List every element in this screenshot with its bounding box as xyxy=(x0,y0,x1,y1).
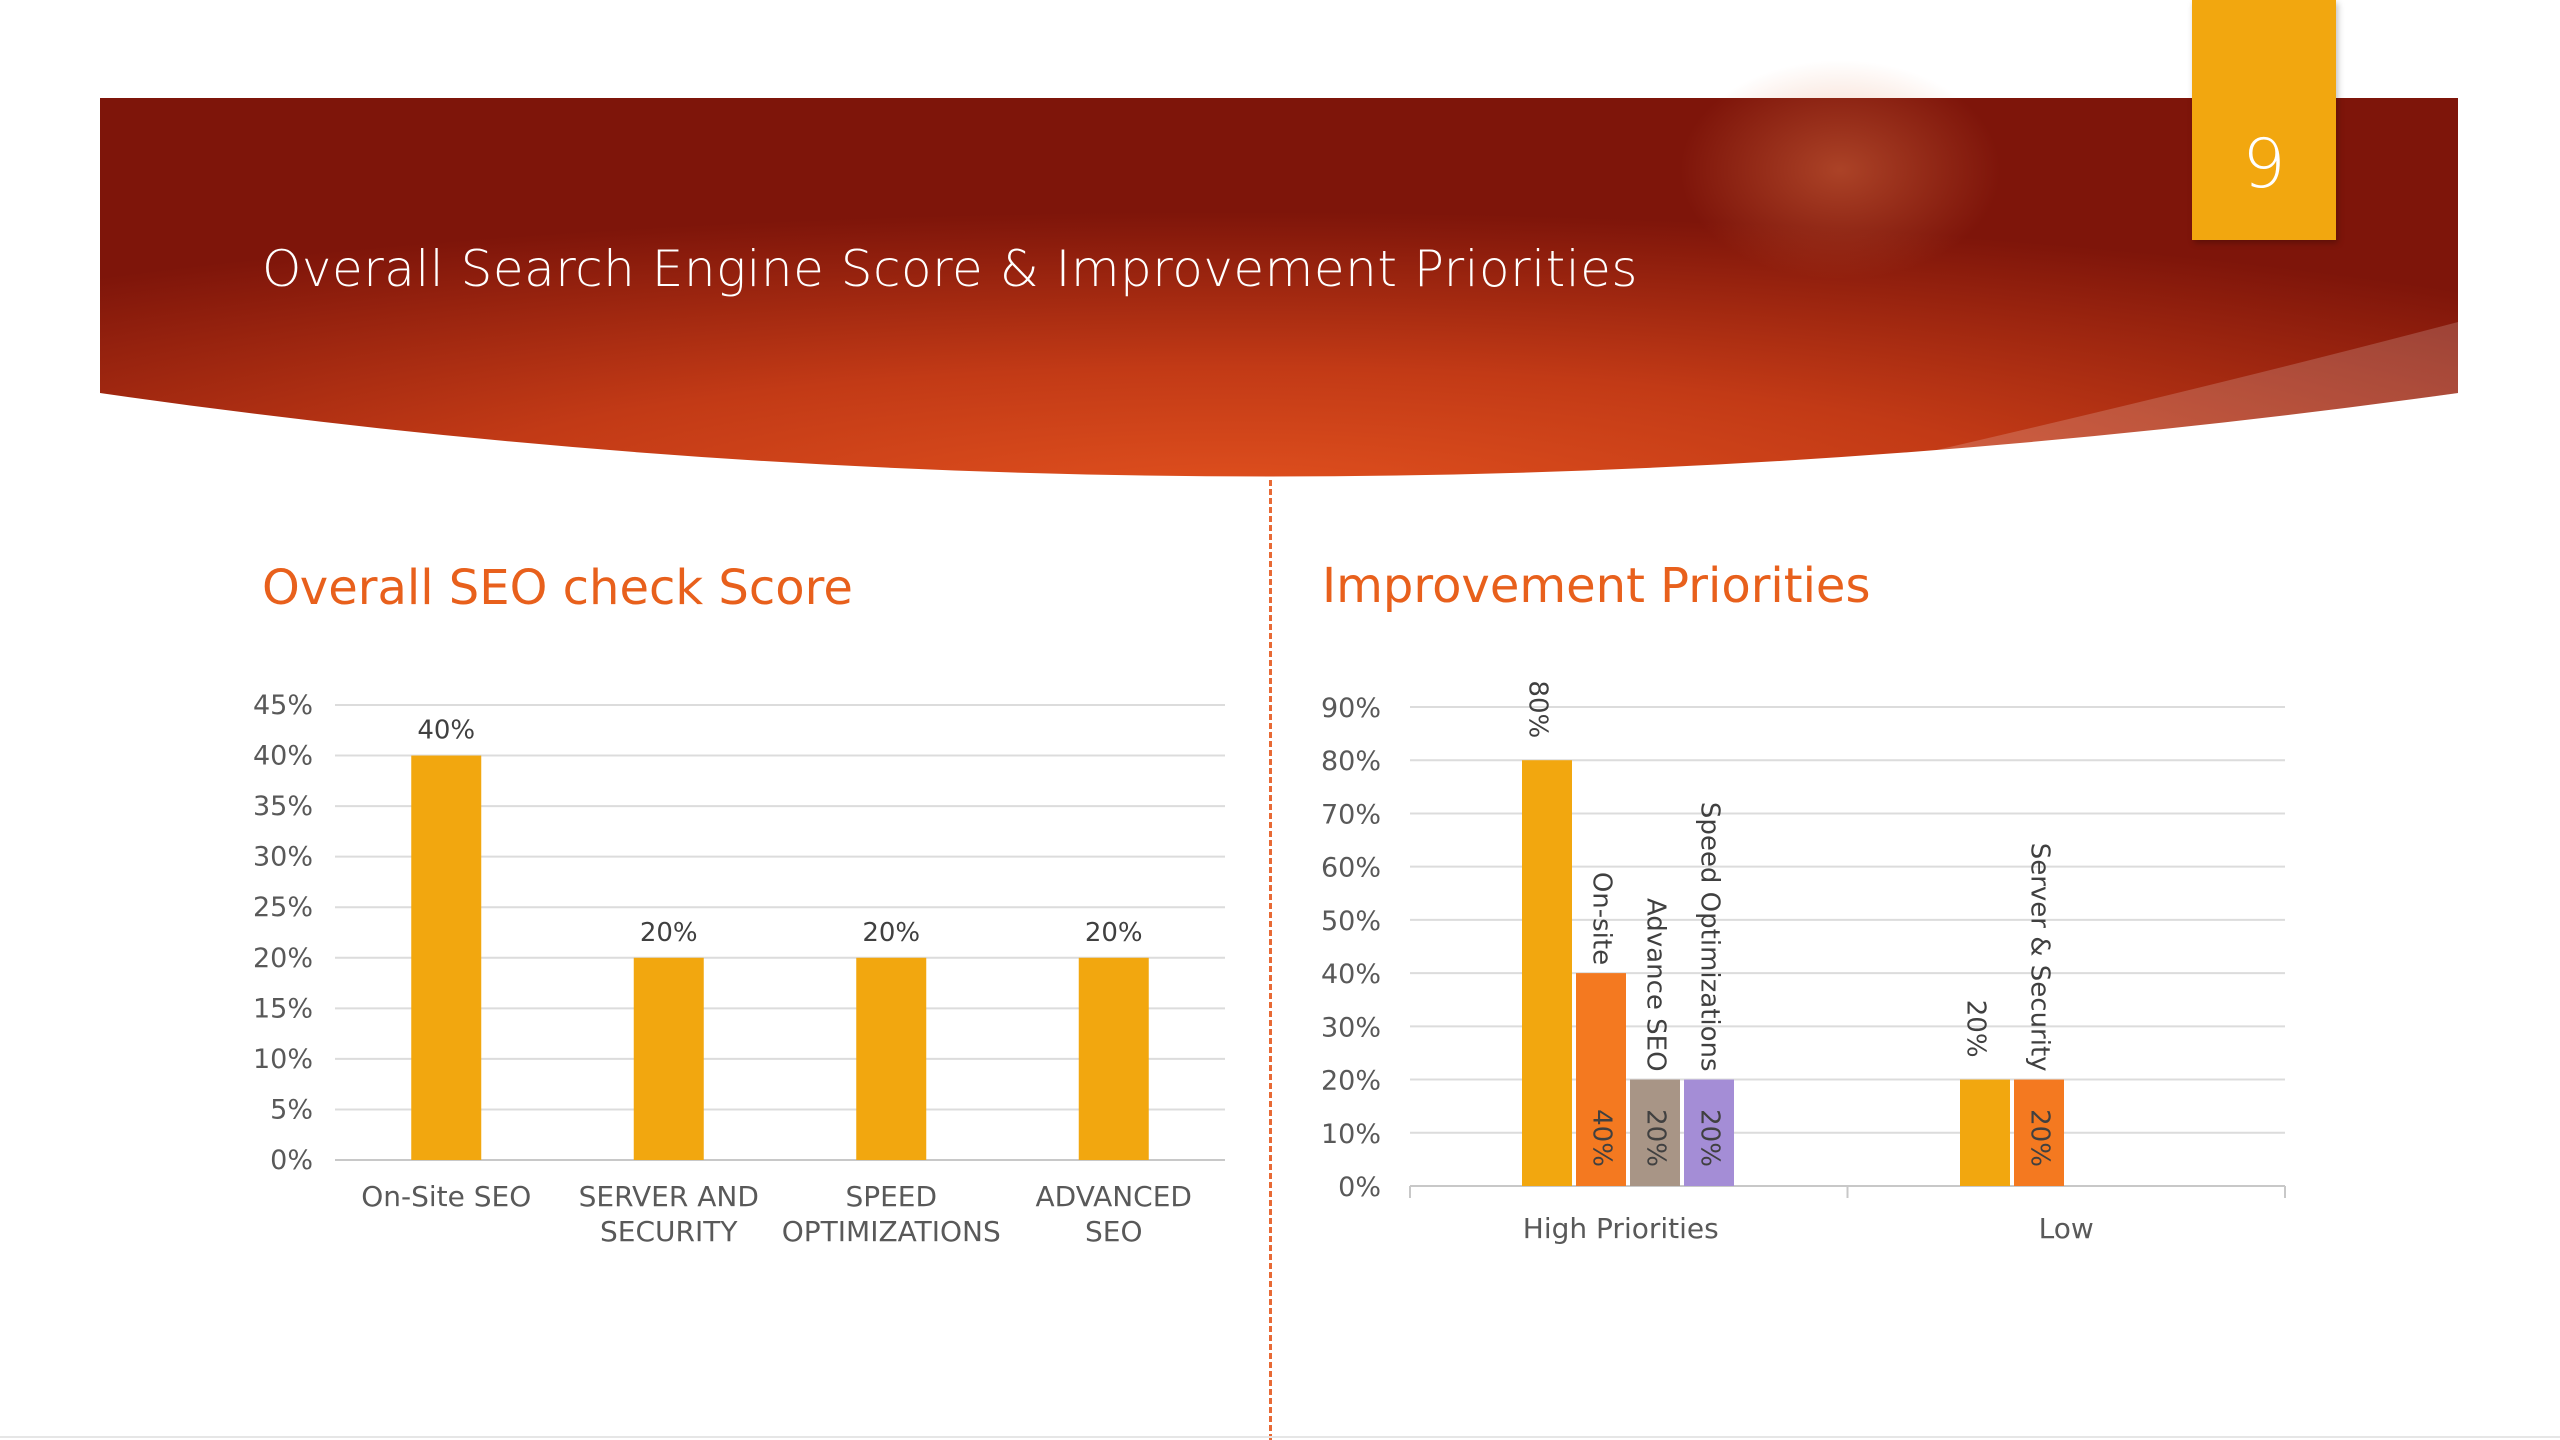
x-category-label: On-Site SEO xyxy=(361,1180,531,1213)
chart-title-seo-score: Overall SEO check Score xyxy=(262,560,853,616)
y-tick-label: 60% xyxy=(1321,853,1381,884)
y-tick-label: 5% xyxy=(270,1094,313,1125)
bar xyxy=(411,755,482,1160)
y-tick-label: 0% xyxy=(1338,1172,1381,1203)
y-tick-label: 45% xyxy=(253,690,313,721)
y-tick-label: 50% xyxy=(1321,906,1381,937)
bottom-rule xyxy=(0,1436,2560,1438)
y-tick-label: 30% xyxy=(1321,1012,1381,1043)
bar-value-label: 20% xyxy=(1641,1109,1671,1167)
bar xyxy=(1684,1079,1734,1186)
y-tick-label: 0% xyxy=(270,1145,313,1176)
bar-value-label: 20% xyxy=(862,918,920,948)
y-tick-label: 30% xyxy=(253,842,313,873)
chart-title-improvement-priorities: Improvement Priorities xyxy=(1322,558,1871,614)
bar-value-label: 20% xyxy=(640,918,698,948)
x-category-label: SEO xyxy=(1085,1215,1143,1248)
x-category-label: Low xyxy=(2039,1212,2094,1245)
bar xyxy=(1576,973,1626,1186)
bar xyxy=(2014,1079,2064,1186)
y-tick-label: 40% xyxy=(253,741,313,772)
bar-value-label: 20% xyxy=(1695,1109,1725,1167)
series-name-label: Advance SEO xyxy=(1641,898,1671,1072)
bar-value-label: 20% xyxy=(1085,918,1143,948)
bar-value-label: 40% xyxy=(1587,1109,1617,1167)
x-category-label: SPEED xyxy=(845,1180,937,1213)
bar-value-label: 20% xyxy=(2025,1109,2055,1167)
x-category-label: High Priorities xyxy=(1523,1212,1719,1245)
y-tick-label: 90% xyxy=(1321,693,1381,724)
bar xyxy=(1630,1079,1680,1186)
bar-value-label: 40% xyxy=(417,716,475,746)
x-category-label: OPTIMIZATIONS xyxy=(782,1215,1001,1248)
series-name-label: Speed Optimizations xyxy=(1695,802,1725,1072)
bar xyxy=(1960,1079,2010,1186)
bar xyxy=(633,957,704,1160)
y-tick-label: 20% xyxy=(1321,1066,1381,1097)
y-tick-label: 40% xyxy=(1321,959,1381,990)
bar xyxy=(1522,760,1572,1186)
bar-value-label: 20% xyxy=(1961,1000,1991,1058)
y-tick-label: 70% xyxy=(1321,799,1381,830)
x-category-label: SERVER AND xyxy=(579,1180,759,1213)
column-divider xyxy=(1269,480,1272,1440)
slide-title: Overall Search Engine Score & Improvemen… xyxy=(262,240,1638,298)
page-number: 9 xyxy=(2242,125,2286,204)
y-tick-label: 10% xyxy=(253,1044,313,1075)
page-number-tab xyxy=(2192,0,2336,240)
bar xyxy=(1078,957,1149,1160)
series-name-label: On-site xyxy=(1587,872,1617,965)
series-name-label: Server & Security xyxy=(2025,843,2055,1072)
y-tick-label: 10% xyxy=(1321,1119,1381,1150)
x-category-label: SECURITY xyxy=(600,1215,738,1248)
y-tick-label: 80% xyxy=(1321,746,1381,777)
bar-value-label: 80% xyxy=(1523,680,1553,738)
y-tick-label: 15% xyxy=(253,993,313,1024)
bar xyxy=(856,957,927,1160)
y-tick-label: 35% xyxy=(253,791,313,822)
y-tick-label: 25% xyxy=(253,892,313,923)
x-category-label: ADVANCED xyxy=(1036,1180,1193,1213)
y-tick-label: 20% xyxy=(253,943,313,974)
